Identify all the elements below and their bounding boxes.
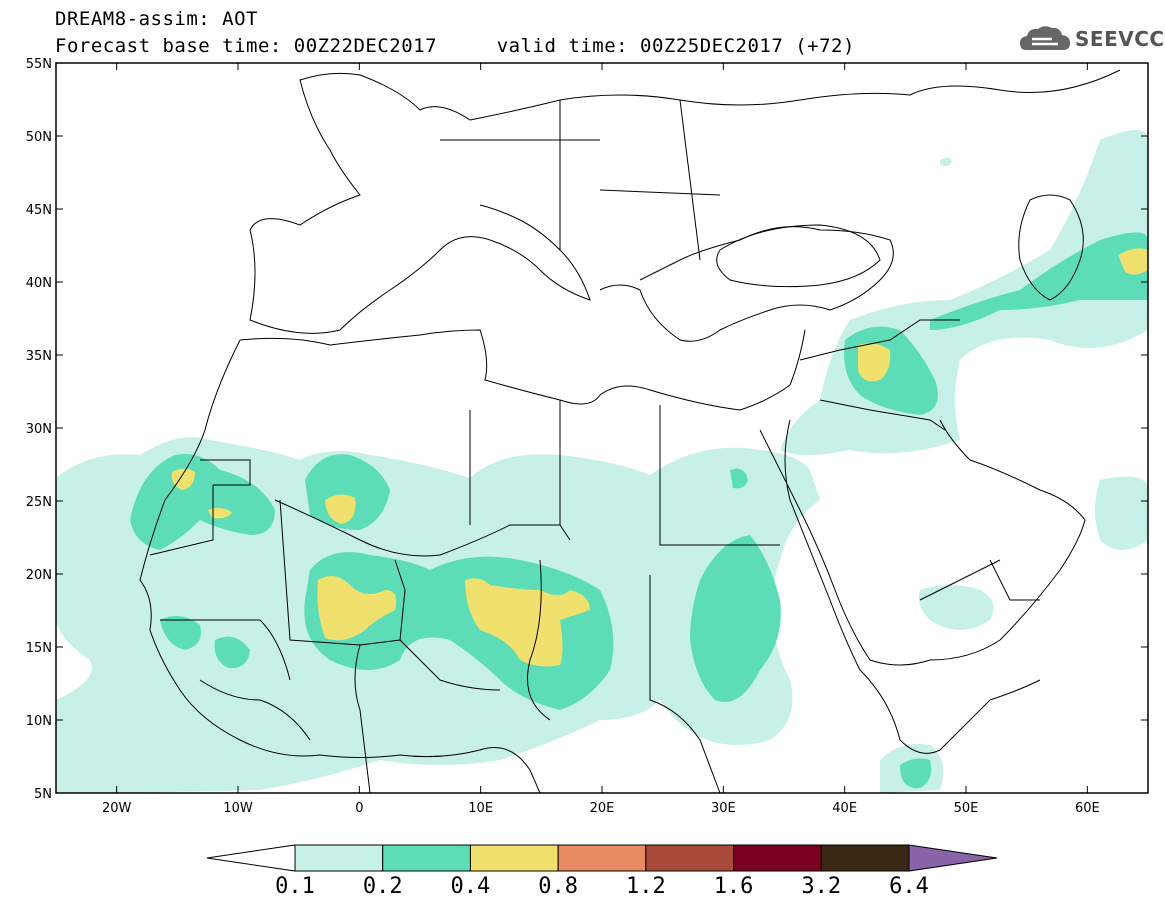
colorbar-under-triangle xyxy=(206,844,296,872)
colorbar-box xyxy=(557,844,647,872)
colorbar-over-triangle xyxy=(908,844,998,872)
lon-tick-label: 10E xyxy=(468,801,493,816)
seevccc-logo: SEEVCCC xyxy=(1075,27,1165,51)
colorbar-box xyxy=(469,844,559,872)
colorbar-label: 1.6 xyxy=(714,874,754,899)
lat-tick-label: 25N xyxy=(26,495,52,510)
aot-field xyxy=(56,130,1148,793)
lon-tick-label: 10W xyxy=(223,801,253,816)
colorbar-label: 6.4 xyxy=(889,874,929,899)
colorbar-label: 1.2 xyxy=(626,874,666,899)
longitude-axis: 20W 10W 0 10E 20E 30E 40E 50E 60E xyxy=(102,63,1100,816)
land-outlines xyxy=(139,69,1121,793)
lon-tick-label: 60E xyxy=(1075,801,1100,816)
lon-tick-label: 30E xyxy=(711,801,736,816)
colorbar-box xyxy=(382,844,471,872)
lat-tick-label: 10N xyxy=(26,714,52,729)
lon-tick-label: 20W xyxy=(102,801,132,816)
colorbar-label: 0.1 xyxy=(275,874,315,899)
lat-tick-label: 5N xyxy=(34,787,52,802)
colorbar-box xyxy=(294,844,384,872)
lat-tick-label: 30N xyxy=(26,422,52,437)
lon-tick-label: 0 xyxy=(355,801,363,816)
lon-tick-label: 20E xyxy=(590,801,615,816)
colorbar-label: 0.8 xyxy=(538,874,578,899)
colorbar-label: 3.2 xyxy=(801,874,841,899)
latitude-axis: 5N 10N 15N 20N 25N 30N 35N 40N 45N 50N 55N xyxy=(26,57,1148,802)
map-title: DREAM8-assim: AOT xyxy=(55,8,258,30)
lat-tick-label: 55N xyxy=(26,57,52,72)
colorbar-box xyxy=(820,844,910,872)
lon-tick-label: 40E xyxy=(832,801,857,816)
lat-tick-label: 50N xyxy=(26,130,52,145)
lat-tick-label: 40N xyxy=(26,276,52,291)
aot-band-0.4-0.8 xyxy=(171,248,1148,667)
lat-tick-label: 45N xyxy=(26,203,52,218)
lat-tick-label: 15N xyxy=(26,641,52,656)
colorbar-box xyxy=(645,844,735,872)
forecast-time-subtitle: Forecast base time: 00Z22DEC2017 valid t… xyxy=(55,35,855,57)
lon-tick-label: 50E xyxy=(954,801,979,816)
colorbar-box xyxy=(733,844,822,872)
lat-tick-label: 20N xyxy=(26,568,52,583)
lat-tick-label: 35N xyxy=(26,349,52,364)
colorbar-label: 0.4 xyxy=(451,874,491,899)
cloud-icon xyxy=(1020,26,1070,50)
colorbar-label: 0.2 xyxy=(363,874,403,899)
